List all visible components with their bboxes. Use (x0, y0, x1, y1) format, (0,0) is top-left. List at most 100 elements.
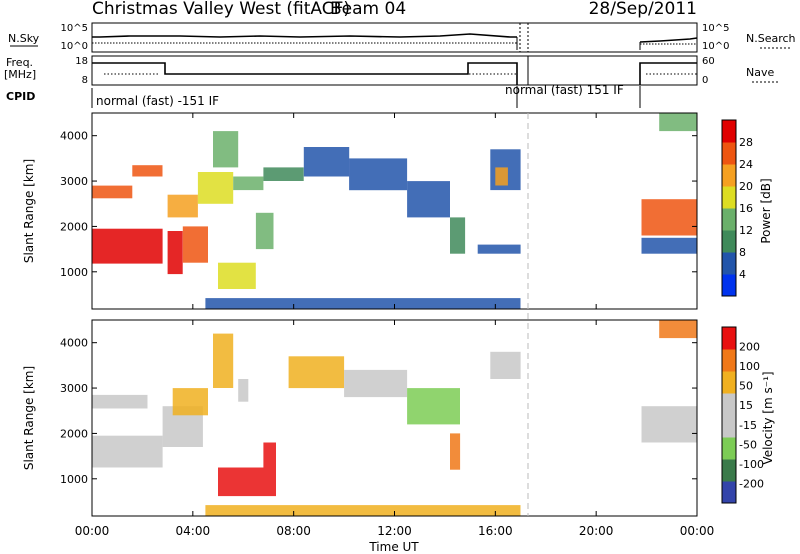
power-echo-band-0 (92, 228, 163, 264)
power-colorbar-swatch-4 (722, 186, 736, 209)
power-colorbar: 28 24 20 16 12 8 4 (721, 119, 753, 297)
velocity-colorbar-label: Velocity [m s⁻¹] (761, 371, 775, 464)
noise-left-tick-top: 10^5 (61, 23, 88, 34)
power-colorbar-tick-2: 20 (739, 180, 753, 193)
power-colorbar-swatch-6 (722, 142, 736, 165)
freq-line-late (639, 62, 697, 85)
velocity-echo-band-4 (213, 333, 234, 388)
power-echo-band-10 (233, 176, 264, 191)
date-label: 28/Sep/2011 (589, 0, 697, 19)
x-axis: 00:00 04:00 08:00 12:00 16:00 20:00 00:00 (75, 524, 715, 538)
velocity-ytick-label-3: 4000 (60, 337, 88, 350)
noise-sky-line-late (639, 37, 698, 43)
noise-left-label: N.Sky (8, 32, 40, 45)
cpid-segment-1: normal (fast) -151 IF (96, 94, 219, 108)
velocity-colorbar-tick-7: -200 (739, 477, 764, 490)
power-echo-band-1 (92, 185, 133, 199)
power-colorbar-swatch-1 (722, 252, 736, 275)
freq-left-tick-bottom: 8 (82, 75, 88, 86)
power-echo-band-22 (659, 113, 697, 132)
freq-panel-frame (91, 55, 698, 86)
velocity-colorbar-tick-2: 50 (739, 380, 753, 393)
velocity-echo-band-9 (344, 369, 408, 398)
power-colorbar-tick-1: 24 (739, 158, 753, 171)
velocity-colorbar-tick-6: -100 (739, 458, 764, 471)
velocity-colorbar-tick-5: -50 (739, 438, 757, 451)
power-echo-band-5 (167, 194, 198, 218)
freq-right-label: Nave (746, 66, 774, 79)
power-echo-band-20 (641, 199, 697, 236)
velocity-echo-band-14 (641, 406, 697, 443)
velocity-colorbar-swatch-2 (722, 437, 736, 460)
power-colorbar-tick-4: 12 (739, 224, 753, 237)
velocity-echo-band-10 (407, 388, 460, 425)
velocity-colorbar-swatch-7 (722, 327, 736, 350)
x-tick-label-0: 00:00 (75, 524, 110, 538)
power-echo-band-2 (132, 165, 163, 177)
power-ylabel: Slant Range [km] (22, 159, 36, 263)
velocity-colorbar-swatch-4 (722, 393, 736, 416)
freq-right-tick-top: 60 (702, 56, 715, 67)
power-echo-band-8 (218, 262, 256, 289)
velocity-colorbar-tick-3: 15 (739, 399, 753, 412)
power-echo-band-15 (450, 217, 466, 254)
velocity-echo-band-3 (172, 388, 208, 416)
power-colorbar-swatch-3 (722, 208, 736, 231)
power-echo-band-11 (263, 167, 304, 181)
velocity-colorbar-tick-1: 100 (739, 360, 760, 373)
freq-left-tick-top: 18 (75, 56, 88, 67)
x-tick-label-1: 04:00 (176, 524, 211, 538)
power-colorbar-swatch-5 (722, 164, 736, 187)
velocity-colorbar-swatch-5 (722, 371, 736, 394)
noise-right-tick-top: 10^5 (702, 23, 729, 34)
velocity-echo-band-12 (490, 351, 521, 379)
x-tick-label-5: 20:00 (579, 524, 614, 538)
velocity-echo-band-13 (205, 505, 521, 516)
power-colorbar-tick-3: 16 (739, 202, 753, 215)
velocity-ylabel: Slant Range [km] (22, 366, 36, 470)
velocity-y-axis: 1000 2000 3000 4000 (60, 320, 698, 516)
cpid-label: CPID (6, 90, 35, 103)
power-echo-band-6 (197, 172, 234, 204)
noise-sky-line (92, 33, 517, 38)
power-echo-band-19 (205, 298, 521, 309)
power-echo-band-14 (407, 181, 450, 218)
freq-left-label-2: [MHz] (4, 68, 36, 81)
power-echo-band-3 (167, 231, 183, 275)
velocity-echo-band-0 (92, 435, 163, 468)
velocity-ytick-label-2: 3000 (60, 382, 88, 395)
velocity-colorbar-swatch-3 (722, 415, 736, 438)
noise-left-tick-bottom: 10^0 (61, 41, 88, 52)
beam-label: Beam 04 (330, 0, 406, 19)
power-colorbar-swatch-0 (722, 274, 736, 297)
velocity-plot-area (92, 320, 697, 516)
x-tick-label-6: 00:00 (680, 524, 715, 538)
velocity-colorbar-swatch-1 (722, 459, 736, 482)
station-title: Christmas Valley West (fitACF) (92, 0, 350, 19)
velocity-ytick-label-0: 1000 (60, 473, 88, 486)
power-echo-band-21 (641, 237, 697, 254)
power-echo-band-4 (182, 226, 208, 263)
velocity-colorbar-tick-0: 200 (739, 341, 760, 354)
power-echo-band-12 (303, 147, 350, 177)
power-colorbar-frame (721, 119, 737, 297)
noise-right-label: N.Search (746, 32, 796, 45)
velocity-colorbar-swatch-6 (722, 349, 736, 372)
power-echo-band-13 (349, 158, 408, 191)
freq-left-label-1: Freq. (6, 56, 33, 69)
x-tick-label-3: 12:00 (377, 524, 412, 538)
power-echo-band-9 (255, 212, 274, 250)
power-echo-band-7 (213, 131, 239, 168)
velocity-colorbar-swatch-0 (722, 481, 736, 504)
power-colorbar-tick-5: 8 (739, 246, 746, 259)
power-echo-band-17 (495, 167, 508, 186)
power-ytick-label-3: 4000 (60, 130, 88, 143)
power-colorbar-swatch-2 (722, 230, 736, 253)
velocity-echo-band-11 (450, 433, 461, 470)
power-colorbar-swatch-7 (722, 120, 736, 143)
x-tick-label-2: 08:00 (276, 524, 311, 538)
x-axis-label: Time UT (368, 540, 419, 554)
x-tick-label-4: 16:00 (478, 524, 513, 538)
power-y-axis: 1000 2000 3000 4000 (60, 113, 698, 309)
velocity-colorbar-tick-4: -15 (739, 419, 757, 432)
